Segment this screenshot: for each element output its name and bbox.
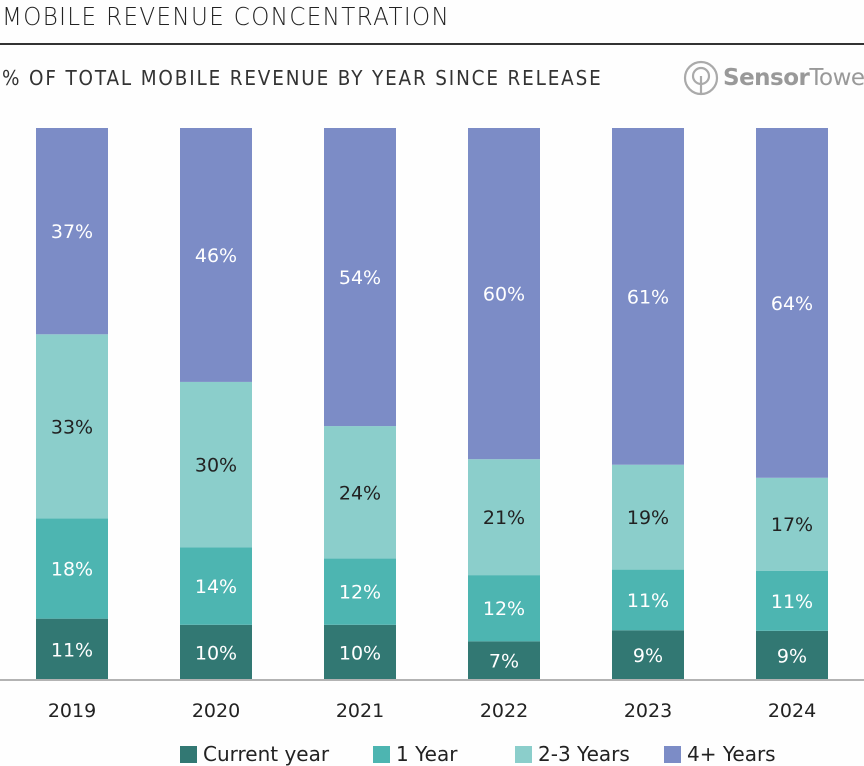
stacked-bar-chart: 11% 18% 33% 37% 10% 14% 30% 46% 10% 12% 24% 54% 7% 12… [0,128,864,722]
data-label: 11% [771,591,813,613]
legend-label: Current year [203,742,330,766]
data-label: 54% [339,267,381,289]
bar-segment-current-year-2024 [756,630,828,680]
data-label: 10% [195,642,237,664]
data-label: 10% [339,642,381,664]
legend-item: 2-3 Years [515,742,630,766]
data-label: 24% [339,482,381,504]
bar-segment-2-3-years-2024 [756,477,828,571]
x-tick-labels: 2019 2020 2021 2022 2023 2024 [48,700,816,722]
bar-segment-2-3-years-2023 [612,464,684,570]
x-tick-label: 2022 [480,700,528,722]
x-tick-label: 2024 [768,700,816,722]
bar-segment-4-years-2020 [180,128,252,382]
bar-segment-4-years-2019 [36,128,108,335]
bar-segment-current-year-2020 [180,624,252,680]
data-label: 17% [771,514,813,536]
legend-swatch [373,745,390,763]
bar-segment-current-year-2023 [612,630,684,680]
bar-segment-1-year-2022 [468,575,540,642]
bar-segment-1-year-2024 [756,570,828,631]
chart-title: MOBILE REVENUE CONCENTRATION [2,2,451,31]
x-tick-label: 2021 [336,700,384,722]
x-tick-label: 2019 [48,700,96,722]
data-label: 61% [627,286,669,308]
bar-segment-2-3-years-2019 [36,334,108,519]
data-label: 19% [627,507,669,529]
data-label: 12% [483,598,525,620]
bar-segment-1-year-2020 [180,547,252,625]
data-label: 46% [195,245,237,267]
data-label: 9% [777,645,807,667]
data-label: 64% [771,293,813,315]
bar-segment-2-3-years-2020 [180,381,252,548]
sensor-tower-logo-icon [683,60,719,96]
logo-text-bold: Sensor [723,65,810,91]
title-divider [0,43,864,45]
bar-segment-4-years-2024 [756,128,828,478]
data-label: 30% [195,455,237,477]
bar-segment-1-year-2023 [612,569,684,631]
legend-swatch [180,745,197,763]
data-label: 9% [633,645,663,667]
bar-segment-current-year-2022 [468,641,540,680]
bar-segment-4-years-2023 [612,128,684,465]
legend-item: 1 Year [373,742,457,766]
logo-text-normal: Tower [809,65,864,91]
legend-swatch [515,745,532,763]
legend-item: 4+ Years [664,742,776,766]
legend-label: 2-3 Years [538,742,630,766]
bar-segment-2-3-years-2021 [324,426,396,559]
data-label: 60% [483,284,525,306]
bars-group: 11% 18% 33% 37% 10% 14% 30% 46% 10% 12% 24% 54% 7% 12… [36,128,828,680]
data-label: 12% [339,582,381,604]
bar-segment-current-year-2019 [36,618,108,680]
chart-subtitle: % OF TOTAL MOBILE REVENUE BY YEAR SINCE … [2,66,603,90]
bar-segment-2-3-years-2022 [468,459,540,576]
bar-segment-current-year-2021 [324,624,396,680]
bar-segment-1-year-2019 [36,518,108,619]
legend-item: Current year [180,742,329,766]
data-label: 7% [489,651,519,673]
sensor-tower-logo: SensorTower [683,60,864,96]
data-label: 11% [51,639,93,661]
x-tick-label: 2020 [192,700,240,722]
bar-segment-4-years-2022 [468,128,540,460]
bar-segment-4-years-2021 [324,128,396,427]
data-label: 11% [627,590,669,612]
data-label: 33% [51,416,93,438]
legend-swatch [664,745,681,763]
data-label: 37% [51,221,93,243]
legend-label: 4+ Years [687,742,776,766]
x-tick-label: 2023 [624,700,672,722]
data-label: 14% [195,576,237,598]
legend-label: 1 Year [396,742,458,766]
bar-segment-1-year-2021 [324,558,396,625]
data-label: 18% [51,558,93,580]
legend: Current year 1 Year 2-3 Years 4+ Years [0,742,864,766]
data-label: 21% [483,507,525,529]
